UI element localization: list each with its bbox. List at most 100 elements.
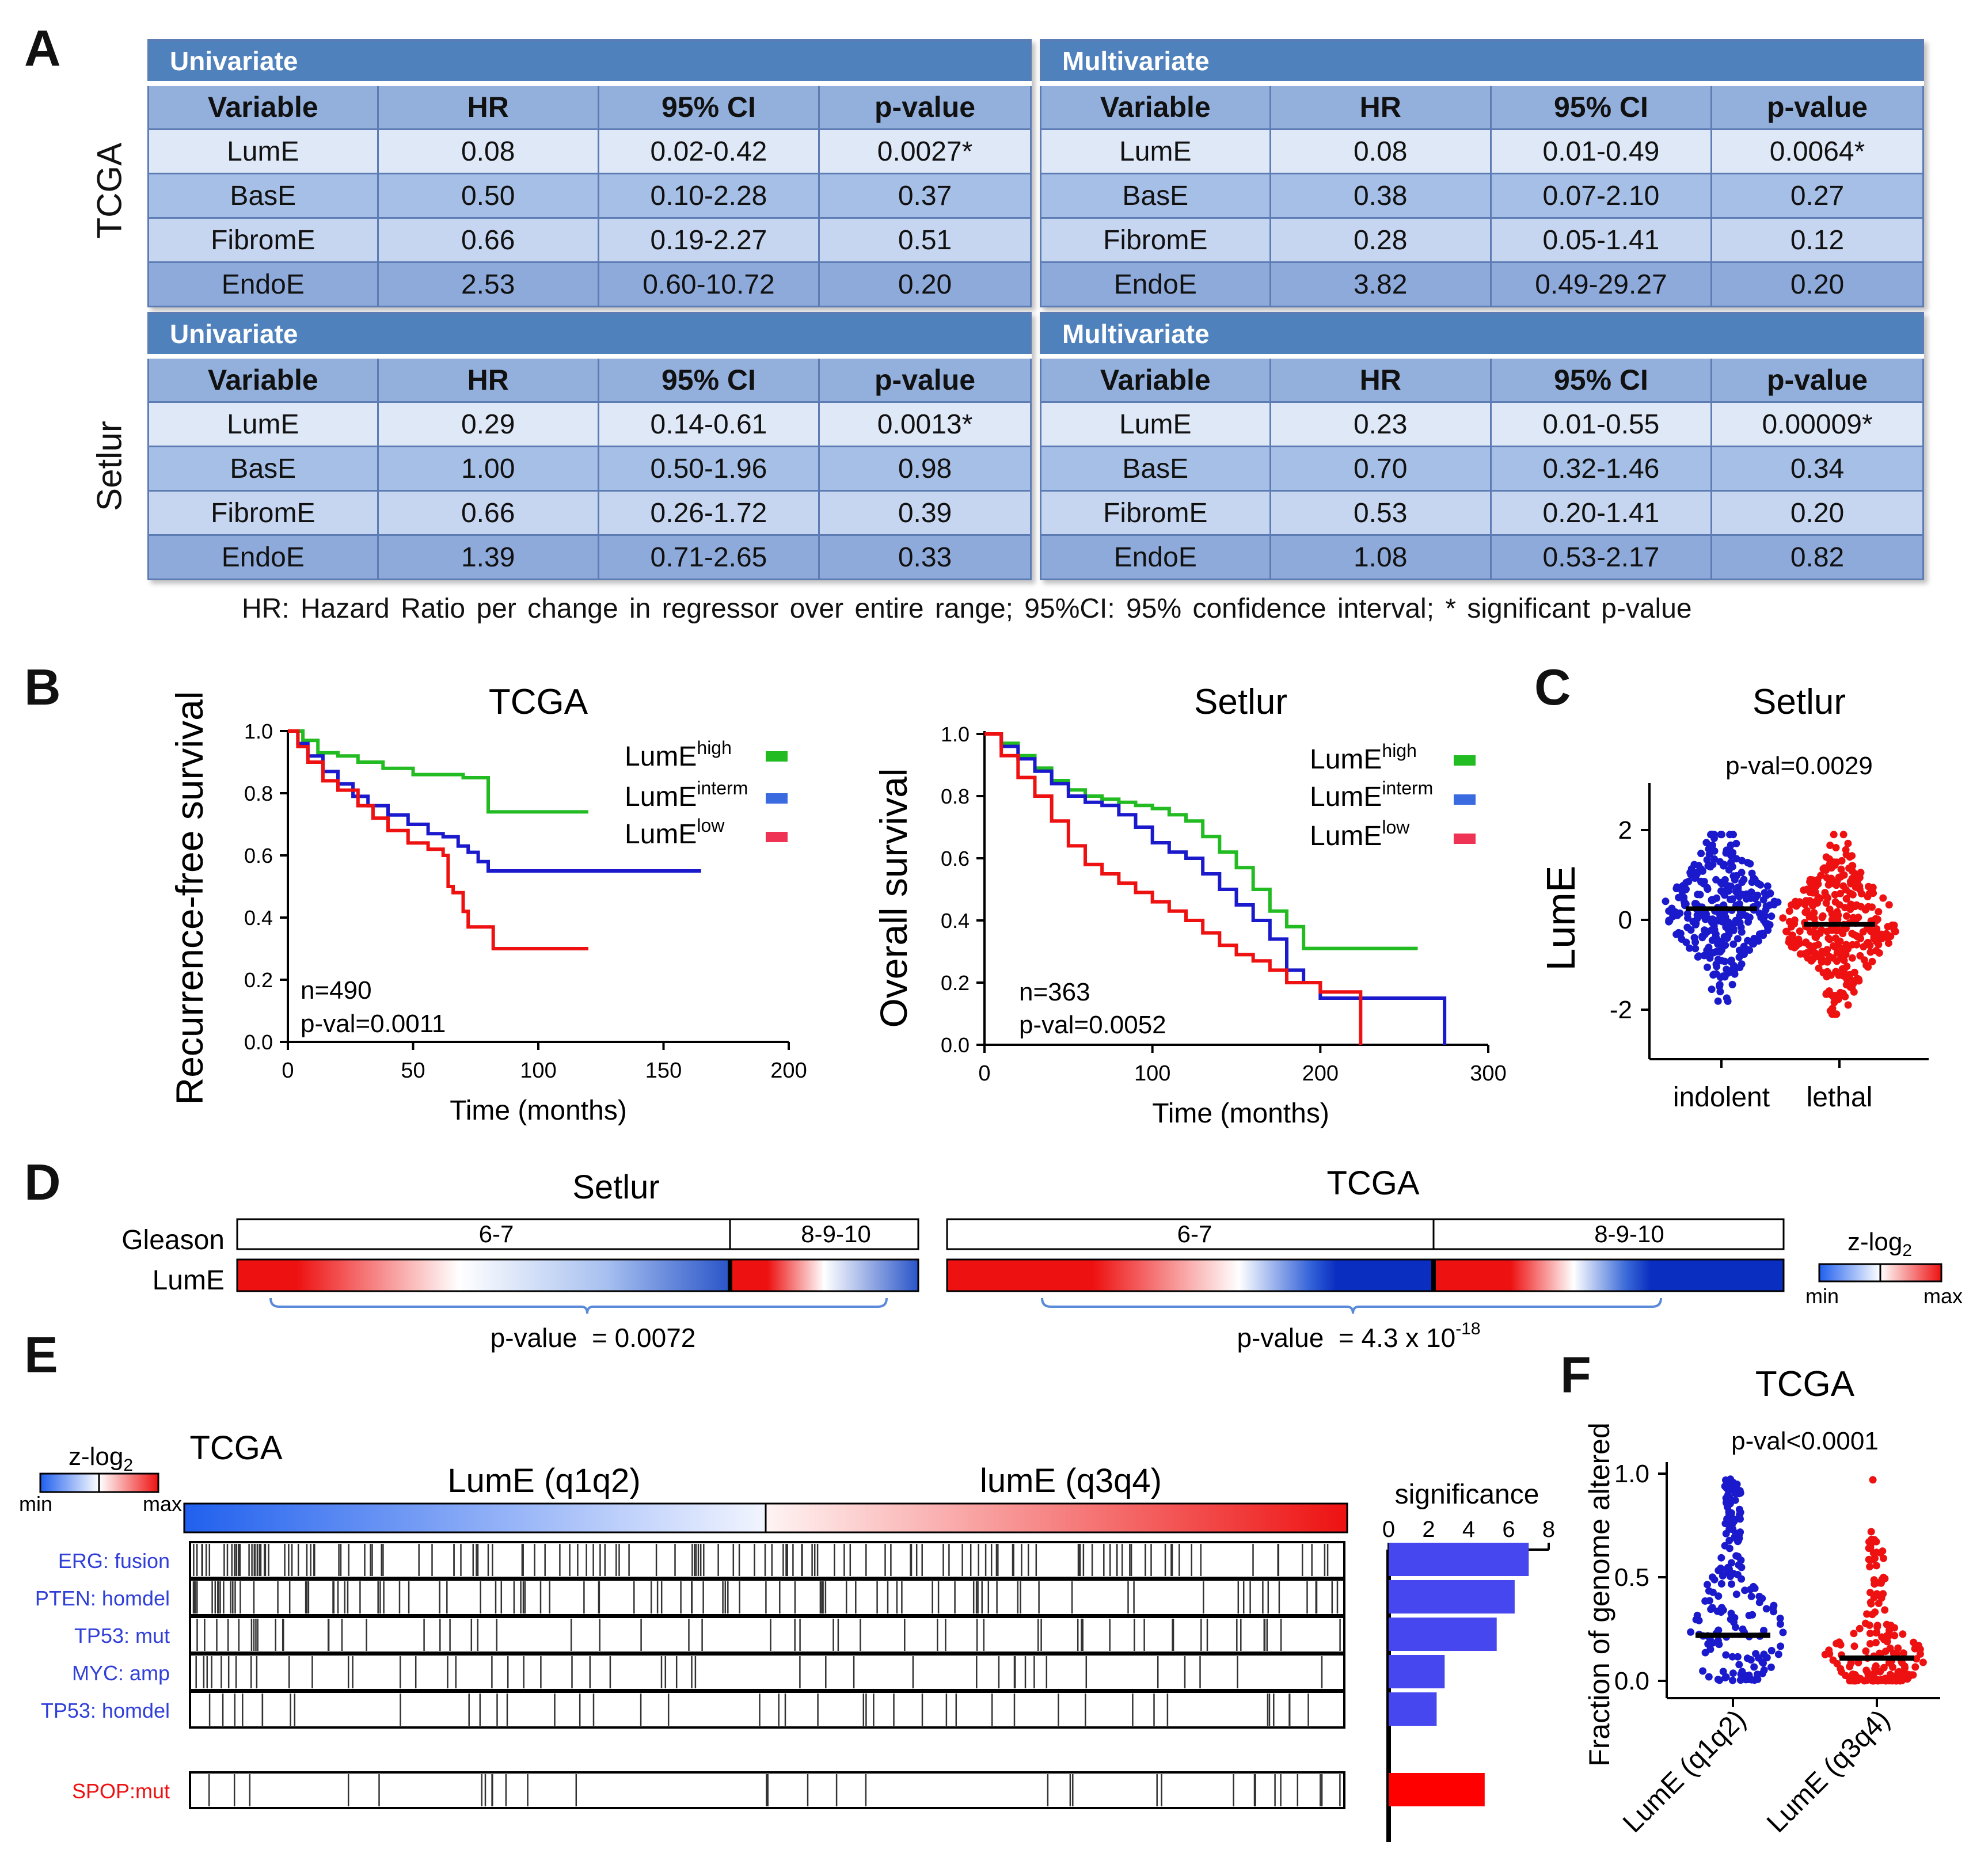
- data-point: [1713, 1607, 1721, 1615]
- data-point: [1883, 1620, 1891, 1628]
- data-point: [1729, 1515, 1738, 1523]
- table-cell: 1.00: [377, 446, 599, 492]
- data-point: [1898, 1659, 1906, 1667]
- km-tcga-xlabel: Time (months): [450, 1095, 627, 1126]
- data-point: [1736, 1487, 1744, 1495]
- km-plot-tcga: TCGA Recurrence-free survival Time (mont…: [168, 682, 807, 1126]
- column-header: p-value: [1710, 355, 1924, 403]
- data-point: [1731, 970, 1739, 978]
- data-point: [1802, 949, 1810, 957]
- table-cell: BasE: [147, 173, 379, 219]
- data-point: [1796, 927, 1804, 935]
- km-curve-low: [984, 732, 1363, 1045]
- panel-label-c: C: [1534, 659, 1571, 716]
- km-setlur-xlabel: Time (months): [1152, 1098, 1329, 1129]
- lume-gradient-right: [765, 1502, 1348, 1533]
- data-point: [1734, 1538, 1742, 1546]
- data-point: [1807, 885, 1815, 893]
- table-title: Multivariate: [1040, 39, 1924, 86]
- heatmap-tcga-title: TCGA: [1326, 1165, 1419, 1202]
- data-point: [1714, 1676, 1722, 1683]
- data-point: [1837, 950, 1845, 958]
- data-point: [1809, 902, 1817, 910]
- data-point: [1678, 888, 1686, 896]
- data-point: [1733, 1571, 1742, 1578]
- data-point: [1732, 1552, 1740, 1560]
- data-point: [1812, 932, 1820, 940]
- data-point: [1871, 1593, 1879, 1600]
- data-point: [1854, 914, 1862, 922]
- data-point: [1662, 897, 1670, 905]
- data-point: [1754, 1675, 1762, 1683]
- table-title-row: Multivariate: [1040, 39, 1924, 86]
- table-cell: 1.08: [1269, 534, 1492, 580]
- table-row: BasE 1.00 0.50-1.96 0.98: [147, 446, 1032, 492]
- table-cell: 0.70: [1269, 446, 1492, 492]
- data-point: [1890, 926, 1898, 934]
- alteration-label: MYC: amp: [72, 1661, 170, 1685]
- data-point: [1729, 872, 1738, 880]
- data-point: [1721, 1542, 1729, 1550]
- data-point: [1716, 858, 1724, 866]
- data-point: [1757, 914, 1765, 922]
- panel-label-b: B: [24, 659, 61, 716]
- column-header: Variable: [1040, 82, 1271, 130]
- table-cell: 0.0064*: [1710, 128, 1924, 174]
- data-point: [1712, 876, 1720, 884]
- table-footnote: HR: Hazard Ratio per change in regressor…: [242, 593, 1692, 624]
- oncoprint-title: TCGA: [189, 1429, 282, 1467]
- column-header: p-value: [818, 82, 1032, 130]
- data-point: [1821, 889, 1829, 897]
- km-tcga-ylabel: Recurrence-free survival: [168, 691, 211, 1105]
- data-point: [1854, 1658, 1862, 1666]
- km-setlur-title: Setlur: [1194, 682, 1287, 722]
- panel-label-a: A: [24, 20, 61, 77]
- table-cell: 0.71-2.65: [597, 534, 820, 580]
- km-setlur-n: n=363: [1019, 978, 1090, 1006]
- x-tick-label: 2: [1422, 1517, 1435, 1542]
- group-label-q3q4: lumE (q3q4): [980, 1462, 1162, 1500]
- table-cell: 2.53: [377, 261, 599, 307]
- table-title: Univariate: [147, 39, 1032, 86]
- data-point: [1695, 952, 1703, 960]
- y-tick-label: 0.6: [244, 844, 273, 867]
- data-point: [1849, 891, 1857, 899]
- data-point: [1728, 1580, 1735, 1588]
- x-tick-label: 50: [401, 1059, 425, 1083]
- column-header: p-value: [818, 355, 1032, 403]
- data-point: [1850, 1642, 1858, 1650]
- x-tick-label: 0: [1382, 1517, 1395, 1542]
- y-tick-label: 0.2: [244, 968, 273, 992]
- data-point: [1738, 928, 1746, 936]
- data-point: [1872, 1548, 1880, 1557]
- x-tick-label: 100: [520, 1059, 556, 1083]
- data-point: [1865, 882, 1872, 891]
- data-point: [1868, 1556, 1876, 1564]
- data-point: [1828, 916, 1836, 924]
- data-point: [1862, 1666, 1871, 1675]
- data-point: [1824, 881, 1833, 889]
- column-header: HR: [377, 355, 599, 403]
- km-tcga-n: n=490: [301, 976, 372, 1004]
- table-cell: 0.49-29.27: [1489, 261, 1713, 307]
- data-point: [1708, 1573, 1716, 1581]
- data-point: [1860, 956, 1868, 964]
- table-cell: 0.66: [377, 217, 599, 263]
- data-point: [1712, 960, 1720, 968]
- y-tick-label: 0.4: [941, 909, 970, 933]
- data-point: [1719, 1668, 1727, 1676]
- data-point: [1748, 869, 1756, 877]
- data-point: [1866, 948, 1875, 956]
- data-point: [1843, 912, 1850, 920]
- data-point: [1848, 862, 1856, 870]
- data-point: [1762, 920, 1770, 927]
- data-point: [1727, 958, 1735, 966]
- legend-label: LumEhigh: [625, 737, 732, 772]
- table-cell: LumE: [147, 128, 379, 174]
- table-cell: 0.37: [818, 173, 1032, 219]
- scale-d-max: max: [1923, 1284, 1963, 1308]
- data-point: [1699, 1667, 1707, 1675]
- data-point: [1823, 946, 1831, 954]
- km-setlur-pval: p-val=0.0052: [1019, 1011, 1166, 1039]
- data-point: [1701, 1597, 1709, 1605]
